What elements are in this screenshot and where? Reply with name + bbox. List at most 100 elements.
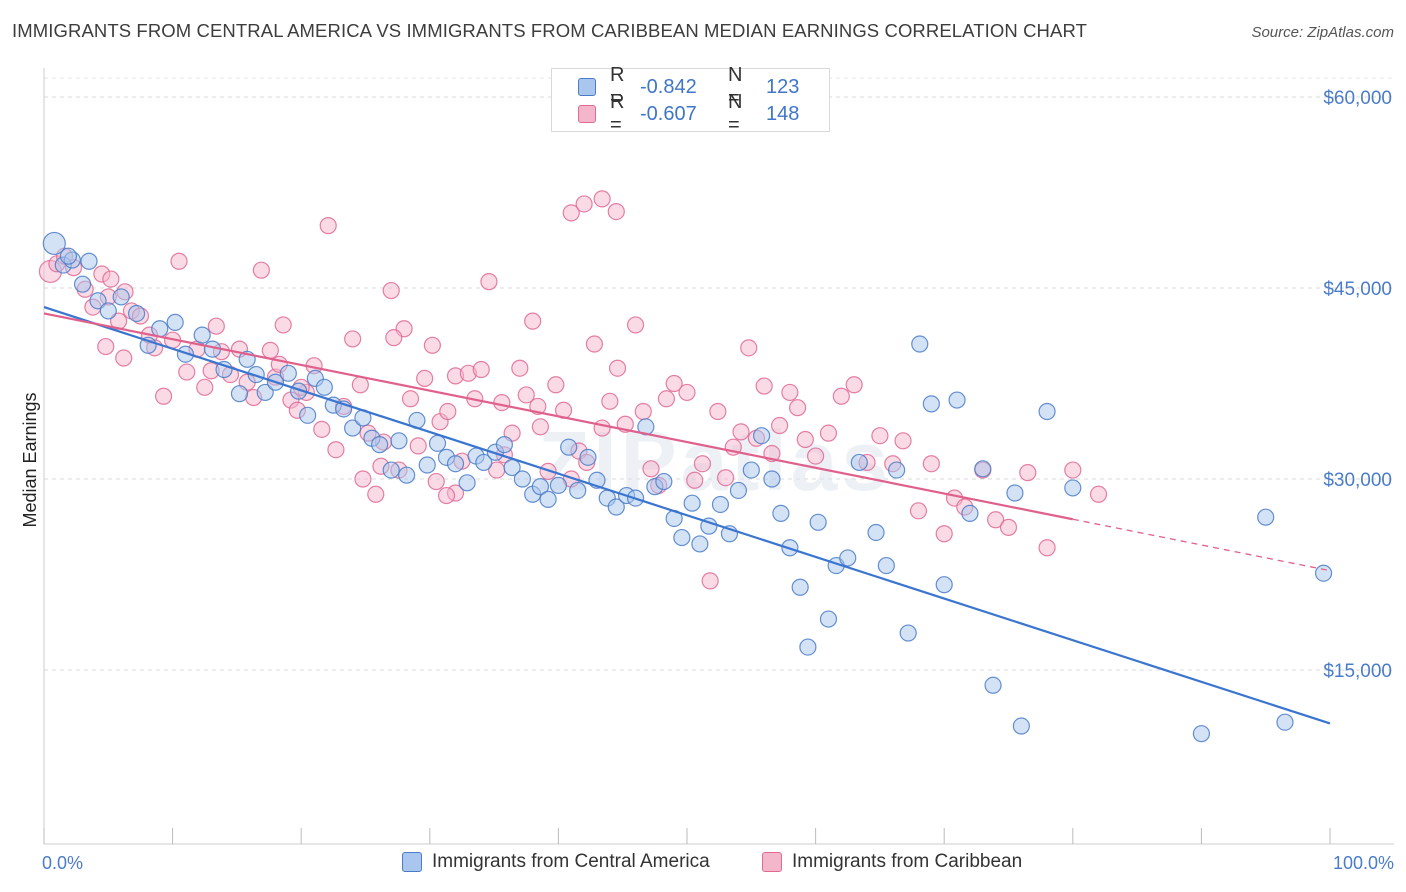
data-point [922, 395, 940, 413]
data-point [398, 466, 416, 484]
data-point [642, 460, 660, 478]
data-point [252, 261, 270, 279]
data-point [655, 472, 673, 491]
data-point [877, 556, 895, 575]
data-point [427, 472, 445, 491]
caribbean-points [38, 190, 1108, 590]
legend-item-caribbean[interactable]: Immigrants from Caribbean [762, 851, 1022, 873]
data-point [935, 576, 953, 594]
data-point [166, 313, 184, 331]
data-point [788, 399, 807, 417]
data-point [755, 377, 773, 395]
data-point [740, 339, 758, 357]
data-point [948, 391, 966, 409]
data-point [439, 402, 457, 421]
data-point [351, 376, 369, 394]
legend-row-central-america: R = -0.842 N = 123 [578, 64, 799, 109]
data-point [601, 392, 619, 410]
data-point [1064, 479, 1082, 497]
data-point [176, 345, 195, 363]
data-point [888, 461, 906, 479]
axes [43, 68, 1394, 845]
data-point [261, 341, 279, 359]
trend-line [43, 306, 1331, 725]
data-point [531, 418, 549, 436]
data-point [593, 419, 611, 437]
legend-n-label: N = [728, 64, 743, 109]
data-point [763, 470, 781, 488]
legend-label: Immigrants from Central America [432, 851, 710, 872]
data-point [215, 360, 233, 379]
data-point [354, 470, 372, 488]
y-tick-label: $15,000 [1323, 661, 1392, 682]
data-point [634, 402, 652, 421]
data-point [691, 535, 709, 553]
data-point [796, 430, 814, 449]
data-point [327, 441, 345, 459]
x-tick-label-start: 0.0% [42, 853, 83, 873]
data-point [1019, 464, 1037, 482]
data-point [256, 383, 274, 402]
trend-line-extrapolated [1072, 518, 1331, 572]
data-point [80, 252, 98, 270]
data-point [472, 360, 490, 379]
data-point [673, 528, 691, 547]
data-point [1257, 508, 1275, 526]
legend-r-value: -0.842 [640, 75, 697, 98]
data-point [1012, 717, 1030, 735]
legend-n-value: 148 [766, 102, 800, 125]
data-point [711, 495, 730, 514]
correlation-legend: R = -0.842 N = 123 R = -0.607 N = 148 [551, 64, 830, 136]
data-point [170, 252, 188, 270]
data-point [560, 438, 578, 456]
data-point [127, 304, 146, 323]
data-point [1089, 485, 1108, 503]
data-point [819, 610, 838, 628]
data-point [193, 326, 211, 344]
legend-item-central-america[interactable]: Immigrants from Central America [402, 851, 710, 873]
data-point [1276, 713, 1294, 731]
data-point [1064, 461, 1082, 479]
data-point [819, 424, 838, 442]
data-point [987, 511, 1005, 529]
data-point [151, 320, 169, 338]
data-point [845, 376, 863, 394]
data-point [850, 453, 868, 472]
data-point [732, 423, 750, 441]
data-point [409, 437, 427, 455]
data-point [1314, 564, 1333, 582]
trend-line [43, 312, 1074, 521]
data-point [1038, 539, 1056, 557]
data-point [319, 217, 337, 235]
data-point [809, 513, 827, 531]
data-point [709, 402, 727, 421]
data-point [683, 494, 701, 512]
data-point [446, 455, 465, 473]
data-point [42, 231, 66, 256]
data-point [665, 374, 683, 393]
data-point [423, 336, 441, 354]
data-point [781, 383, 799, 402]
data-point [772, 504, 790, 522]
data-point [911, 335, 929, 353]
data-point [73, 275, 92, 293]
legend-r-label: R = [610, 64, 625, 109]
data-point [112, 288, 130, 306]
data-point [313, 420, 331, 438]
data-point [686, 471, 704, 489]
data-point [247, 365, 265, 384]
data-point [894, 432, 912, 450]
data-point [569, 481, 587, 500]
data-point [428, 434, 447, 452]
data-point [693, 455, 712, 473]
central-america-points [42, 231, 1333, 743]
data-point [909, 502, 928, 520]
data-point [299, 406, 317, 424]
data-point [1038, 402, 1056, 421]
data-point [974, 460, 992, 478]
data-point [196, 378, 214, 396]
data-point [999, 518, 1018, 536]
data-point [493, 394, 511, 412]
data-point [274, 316, 292, 334]
data-point [437, 486, 456, 505]
